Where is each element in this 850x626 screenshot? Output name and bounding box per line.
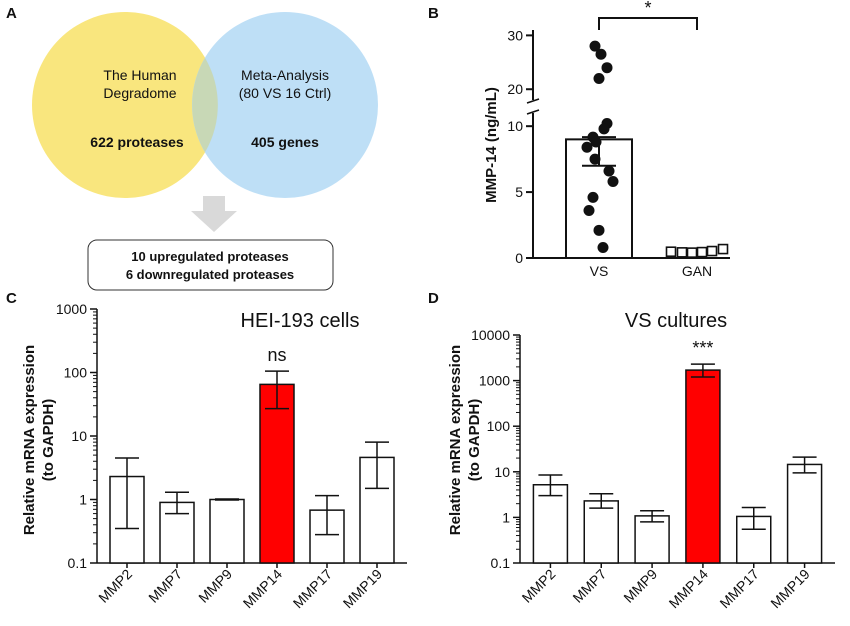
x-tick-label: MMP17	[716, 566, 762, 612]
bar-mmp9	[209, 498, 245, 564]
chart-title: HEI-193 cells	[241, 310, 360, 332]
venn-right-line1: Meta-Analysis	[241, 67, 329, 83]
result-line2: 6 downregulated proteases	[126, 267, 294, 282]
y-axis-title: MMP-14 (ng/mL)	[483, 87, 500, 203]
result-line1: 10 upregulated proteases	[131, 249, 289, 264]
y-axis-title-sub: (to GAPDH)	[466, 399, 483, 482]
x-tick-label: VS	[590, 263, 609, 279]
x-tick-label: MMP19	[767, 566, 813, 612]
x-tick-label: MMP9	[620, 566, 660, 606]
panel-label-b: B	[428, 5, 439, 22]
data-point-gan	[665, 246, 677, 258]
y-axis-title: Relative mRNA expression	[447, 345, 464, 535]
y-tick-label: 1	[502, 509, 510, 525]
venn-right-circle	[192, 12, 378, 198]
data-point-vs	[589, 40, 601, 52]
y-tick-label: 10	[507, 118, 523, 134]
y-tick-label: 1000	[56, 301, 87, 317]
data-point-gan	[686, 247, 698, 258]
bar-mmp14	[259, 383, 295, 564]
data-point-vs	[589, 153, 601, 165]
chart-title: VS cultures	[625, 310, 727, 332]
y-tick-label: 0.1	[491, 555, 511, 571]
panel-label-a: A	[6, 5, 17, 22]
data-point-vs	[598, 123, 610, 135]
x-tick-label: MMP2	[519, 566, 559, 606]
data-point-vs	[583, 205, 595, 217]
y-tick-label: 100	[64, 365, 88, 381]
y-axis-title-sub: (to GAPDH)	[40, 399, 57, 482]
x-tick-label: MMP14	[240, 566, 286, 612]
y-tick-label: 100	[487, 418, 511, 434]
panel-label-c: C	[6, 290, 17, 307]
x-tick-label: MMP14	[666, 566, 712, 612]
significance-label: ns	[267, 345, 286, 365]
significance-label: ***	[692, 338, 713, 358]
x-tick-label: GAN	[682, 263, 712, 279]
data-point-vs	[597, 241, 609, 253]
y-tick-label: 5	[515, 184, 523, 200]
data-point-gan	[717, 243, 729, 255]
data-point-vs	[590, 136, 602, 148]
y-tick-label: 1000	[479, 373, 510, 389]
x-tick-label: MMP2	[95, 566, 135, 606]
y-tick-label: 0	[515, 250, 523, 266]
vs-cultures-bar-chart: VS cultures 0.1 1 10 100 1000 10000 Relative mR…	[447, 310, 835, 611]
venn-left-circle	[32, 12, 218, 198]
y-tick-label: 10000	[471, 327, 510, 343]
data-point-vs	[593, 224, 605, 236]
y-tick-label: 20	[507, 81, 523, 97]
y-tick-label: 30	[507, 27, 523, 43]
axis-break-mark	[526, 98, 540, 104]
data-point-vs	[587, 191, 599, 203]
y-tick-label: 0.1	[68, 555, 88, 571]
bar-mmp19	[786, 463, 823, 564]
y-axis-title: Relative mRNA expression	[21, 345, 38, 535]
bar-mmp14	[685, 369, 721, 564]
axis-break-mark	[526, 109, 540, 115]
data-point-gan	[706, 245, 718, 257]
hei193-bar-chart: HEI-193 cells 0.1 1 10 100 1000 Relative mRNA …	[21, 301, 407, 611]
x-tick-label: MMP9	[195, 566, 235, 606]
venn-diagram: The Human Degradome 622 proteases Meta-A…	[32, 12, 378, 291]
data-point-vs	[581, 141, 593, 153]
significance-bracket	[598, 17, 698, 30]
mmp14-elisa-chart: 0 5 10 20 30 MMP-14 (ng/mL) VS GAN *	[483, 0, 730, 279]
x-tick-label: MMP19	[340, 566, 386, 612]
panel-label-d: D	[428, 290, 439, 307]
bar-mmp7	[583, 500, 619, 564]
venn-right-line2: (80 VS 16 Ctrl)	[239, 85, 332, 101]
venn-left-count: 622 proteases	[90, 134, 184, 150]
y-tick-label: 1	[79, 492, 87, 508]
x-tick-label: MMP7	[569, 566, 609, 606]
data-point-vs	[603, 165, 615, 177]
significance-label: *	[644, 0, 651, 18]
result-box	[87, 239, 334, 291]
venn-left-line1: The Human	[103, 67, 176, 83]
x-tick-label: MMP7	[145, 566, 185, 606]
data-point-gan	[696, 246, 708, 258]
data-point-vs	[593, 72, 605, 84]
venn-overlap	[192, 58, 218, 152]
data-point-vs	[601, 62, 613, 74]
y-tick-label: 10	[71, 428, 87, 444]
bar-mmp2	[532, 484, 569, 564]
venn-left-line2: Degradome	[103, 85, 176, 101]
down-arrow-icon	[191, 196, 237, 232]
y-tick-label: 10	[494, 464, 510, 480]
data-point-vs	[595, 48, 607, 60]
bar-mmp9	[634, 515, 670, 564]
x-tick-label: MMP17	[290, 566, 336, 612]
data-point-vs	[607, 176, 619, 188]
venn-right-count: 405 genes	[251, 134, 319, 150]
data-point-gan	[676, 247, 688, 258]
